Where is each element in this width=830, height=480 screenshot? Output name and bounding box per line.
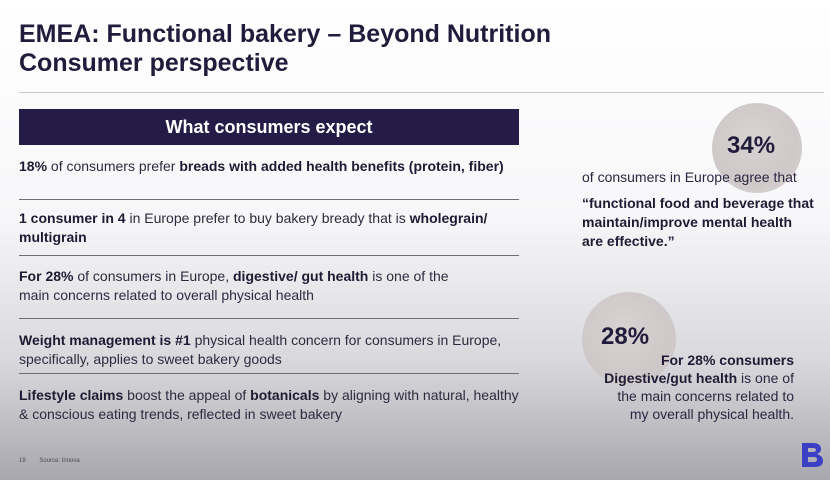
item-5-bold-2: botanicals bbox=[250, 387, 320, 403]
item-1-bold-1: 18% bbox=[19, 158, 48, 174]
page-title: EMEA: Functional bakery – Beyond Nutriti… bbox=[19, 20, 551, 78]
stat1-text: of consumers in Europe agree that bbox=[582, 169, 797, 185]
item-5-bold-1: Lifestyle claims bbox=[19, 387, 124, 403]
expect-item-2: 1 consumer in 4 in Europe prefer to buy … bbox=[19, 200, 519, 256]
expect-item-3: For 28% of consumers in Europe, digestiv… bbox=[19, 256, 519, 319]
stat1-circle bbox=[712, 103, 802, 193]
footer: 19 Source: Innova bbox=[19, 458, 92, 464]
item-5-text-2: by aligning with natural, healthy & cons… bbox=[19, 387, 519, 422]
item-5-text-1: boost the appeal of bbox=[123, 387, 251, 403]
item-3-text-1: of consumers in Europe, bbox=[73, 268, 233, 284]
item-3-bold-2: digestive/ gut health bbox=[233, 268, 369, 284]
page-number: 19 bbox=[19, 458, 26, 464]
stat2-value: 28% bbox=[601, 323, 650, 350]
stat2-circle bbox=[582, 292, 676, 386]
stat1-quote: “functional food and beverage that maint… bbox=[582, 195, 814, 249]
item-4-text-1: physical health concern for consumers in… bbox=[19, 332, 502, 367]
expect-item-4: Weight management is #1 physical health … bbox=[19, 319, 519, 374]
stat1-value: 34% bbox=[727, 132, 776, 159]
expect-item-1: 18% of consumers prefer breads with adde… bbox=[19, 145, 519, 200]
stat2-text: For 28% consumers Digestive/gut health i… bbox=[600, 351, 794, 423]
item-3-bold-1: For 28% bbox=[19, 268, 74, 284]
expect-list: 18% of consumers prefer breads with adde… bbox=[19, 145, 519, 429]
item-1-text-1: of consumers prefer bbox=[47, 158, 180, 174]
expect-item-5: Lifestyle claims boost the appeal of bot… bbox=[19, 374, 519, 429]
item-2-bold-2: wholegrain/ multigrain bbox=[19, 210, 488, 245]
item-2-text-1: in Europe prefer to buy bakery bready th… bbox=[125, 210, 410, 226]
item-1-bold-2: breads with added health benefits (prote… bbox=[179, 158, 504, 174]
stat2-bold-2: Digestive/gut health bbox=[604, 370, 738, 386]
title-line-1: EMEA: Functional bakery – Beyond Nutriti… bbox=[19, 20, 551, 48]
source-note: Source: Innova bbox=[39, 458, 80, 464]
item-4-bold-1: Weight management is #1 bbox=[19, 332, 191, 348]
stat2-bold-1: For 28% consumers bbox=[660, 352, 794, 368]
item-2-bold-1: 1 consumer in 4 bbox=[19, 210, 126, 226]
title-divider bbox=[19, 92, 824, 93]
title-line-2: Consumer perspective bbox=[19, 49, 289, 77]
expect-banner: What consumers expect bbox=[19, 109, 519, 145]
item-3-text-2: is one of the main concerns related to o… bbox=[19, 268, 449, 303]
stat2-text-1: is one of the main concerns related to m… bbox=[617, 370, 794, 422]
brand-logo-icon bbox=[802, 443, 823, 467]
